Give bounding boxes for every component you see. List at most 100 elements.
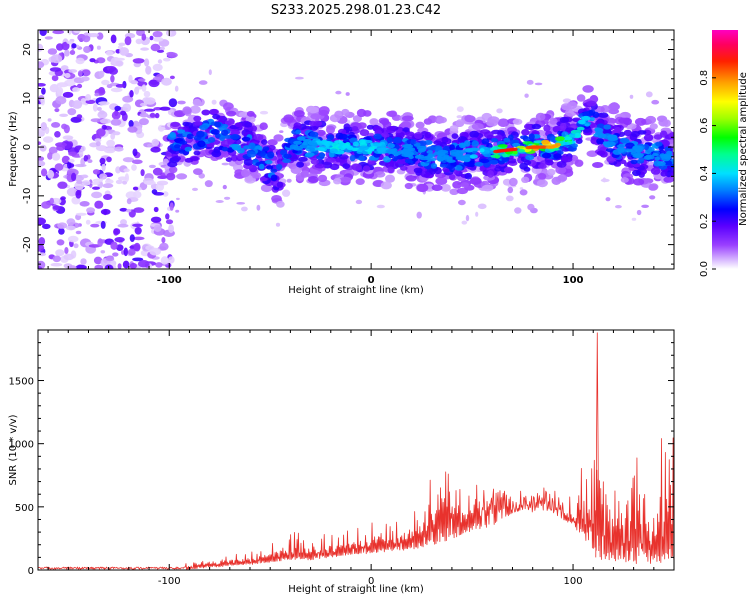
noise-blob bbox=[38, 266, 43, 269]
noise-blob bbox=[51, 75, 59, 82]
signal-blob bbox=[638, 157, 645, 162]
noise-blob bbox=[155, 262, 163, 268]
noise-blob bbox=[157, 59, 163, 64]
signal-core-blob bbox=[541, 139, 550, 145]
noise-blob bbox=[124, 173, 129, 183]
signal-blob bbox=[608, 102, 620, 111]
noise-blob bbox=[47, 152, 53, 160]
signal-core-blob bbox=[578, 119, 586, 125]
noise-blob bbox=[112, 131, 121, 136]
signal-blob bbox=[179, 140, 188, 145]
noise-blob bbox=[456, 106, 464, 112]
signal-core-blob bbox=[606, 141, 616, 147]
noise-blob bbox=[60, 196, 66, 200]
noise-blob bbox=[87, 159, 93, 164]
y-tick-label: 1000 bbox=[9, 440, 34, 451]
signal-blob bbox=[566, 101, 578, 110]
signal-blob bbox=[512, 118, 523, 125]
signal-blob bbox=[456, 187, 468, 195]
noise-blob bbox=[122, 260, 130, 269]
noise-blob bbox=[122, 180, 128, 185]
signal-core-blob bbox=[433, 151, 440, 156]
spectrogram-ylabel: Frequency (Hz) bbox=[8, 111, 19, 187]
noise-blob bbox=[102, 183, 114, 189]
signal-blob bbox=[225, 157, 233, 163]
noise-blob bbox=[103, 147, 116, 154]
noise-blob bbox=[47, 169, 55, 179]
signal-blob bbox=[490, 138, 499, 143]
signal-blob bbox=[383, 156, 392, 163]
signal-blob bbox=[196, 130, 205, 138]
noise-blob bbox=[72, 87, 80, 93]
noise-blob bbox=[152, 31, 163, 38]
noise-blob bbox=[130, 80, 138, 85]
noise-blob bbox=[73, 243, 79, 249]
signal-blob bbox=[498, 160, 505, 165]
signal-blob bbox=[433, 140, 442, 145]
signal-blob bbox=[393, 137, 402, 144]
signal-blob bbox=[643, 144, 650, 151]
signal-blob bbox=[193, 150, 201, 156]
signal-blob bbox=[592, 111, 600, 118]
noise-blob bbox=[38, 160, 46, 167]
signal-blob bbox=[649, 183, 659, 191]
noise-blob bbox=[52, 152, 61, 161]
signal-blob bbox=[663, 176, 674, 183]
signal-blob bbox=[270, 174, 278, 182]
signal-blob bbox=[385, 174, 395, 183]
signal-blob bbox=[265, 165, 274, 170]
noise-blob bbox=[527, 203, 535, 211]
signal-core-blob bbox=[312, 143, 319, 147]
noise-blob bbox=[514, 207, 522, 214]
signal-blob bbox=[237, 153, 245, 160]
y-tick-label: 20 bbox=[22, 43, 33, 56]
noise-blob bbox=[215, 200, 224, 203]
signal-core-blob bbox=[456, 150, 467, 154]
signal-blob bbox=[486, 119, 499, 127]
signal-blob bbox=[386, 126, 396, 131]
signal-blob bbox=[420, 171, 431, 178]
noise-blob bbox=[39, 144, 47, 152]
signal-core-blob bbox=[359, 139, 366, 145]
x-tick-label: 0 bbox=[368, 576, 374, 587]
signal-blob bbox=[305, 152, 315, 157]
signal-blob bbox=[436, 116, 447, 124]
signal-core-blob bbox=[352, 141, 359, 147]
signal-blob bbox=[625, 142, 635, 149]
signal-blob bbox=[174, 110, 186, 118]
noise-blob bbox=[154, 112, 160, 119]
signal-blob bbox=[623, 129, 632, 137]
noise-blob bbox=[636, 209, 642, 216]
noise-blob bbox=[456, 115, 463, 119]
signal-blob bbox=[460, 182, 470, 188]
noise-blob bbox=[167, 52, 178, 58]
noise-blob bbox=[138, 260, 150, 268]
signal-core-blob bbox=[568, 133, 576, 138]
noise-blob bbox=[153, 206, 159, 213]
signal-blob bbox=[469, 130, 480, 138]
signal-blob bbox=[405, 175, 417, 182]
signal-blob bbox=[605, 148, 615, 153]
signal-blob bbox=[637, 130, 647, 135]
noise-blob bbox=[43, 136, 54, 143]
snr-background bbox=[38, 330, 674, 570]
signal-blob bbox=[357, 122, 367, 129]
noise-blob bbox=[149, 112, 156, 118]
signal-blob bbox=[576, 94, 586, 102]
noise-blob bbox=[134, 86, 140, 95]
signal-core-blob bbox=[377, 150, 388, 154]
signal-core-blob bbox=[634, 153, 643, 159]
noise-blob bbox=[192, 187, 198, 191]
noise-blob bbox=[80, 76, 90, 82]
signal-blob bbox=[369, 155, 375, 161]
signal-blob bbox=[290, 166, 302, 174]
noise-blob bbox=[75, 57, 85, 65]
signal-blob bbox=[427, 115, 438, 124]
noise-blob bbox=[176, 197, 180, 201]
signal-blob bbox=[524, 123, 532, 130]
noise-blob bbox=[81, 174, 88, 179]
signal-blob bbox=[483, 131, 494, 139]
signal-blob bbox=[214, 121, 222, 128]
